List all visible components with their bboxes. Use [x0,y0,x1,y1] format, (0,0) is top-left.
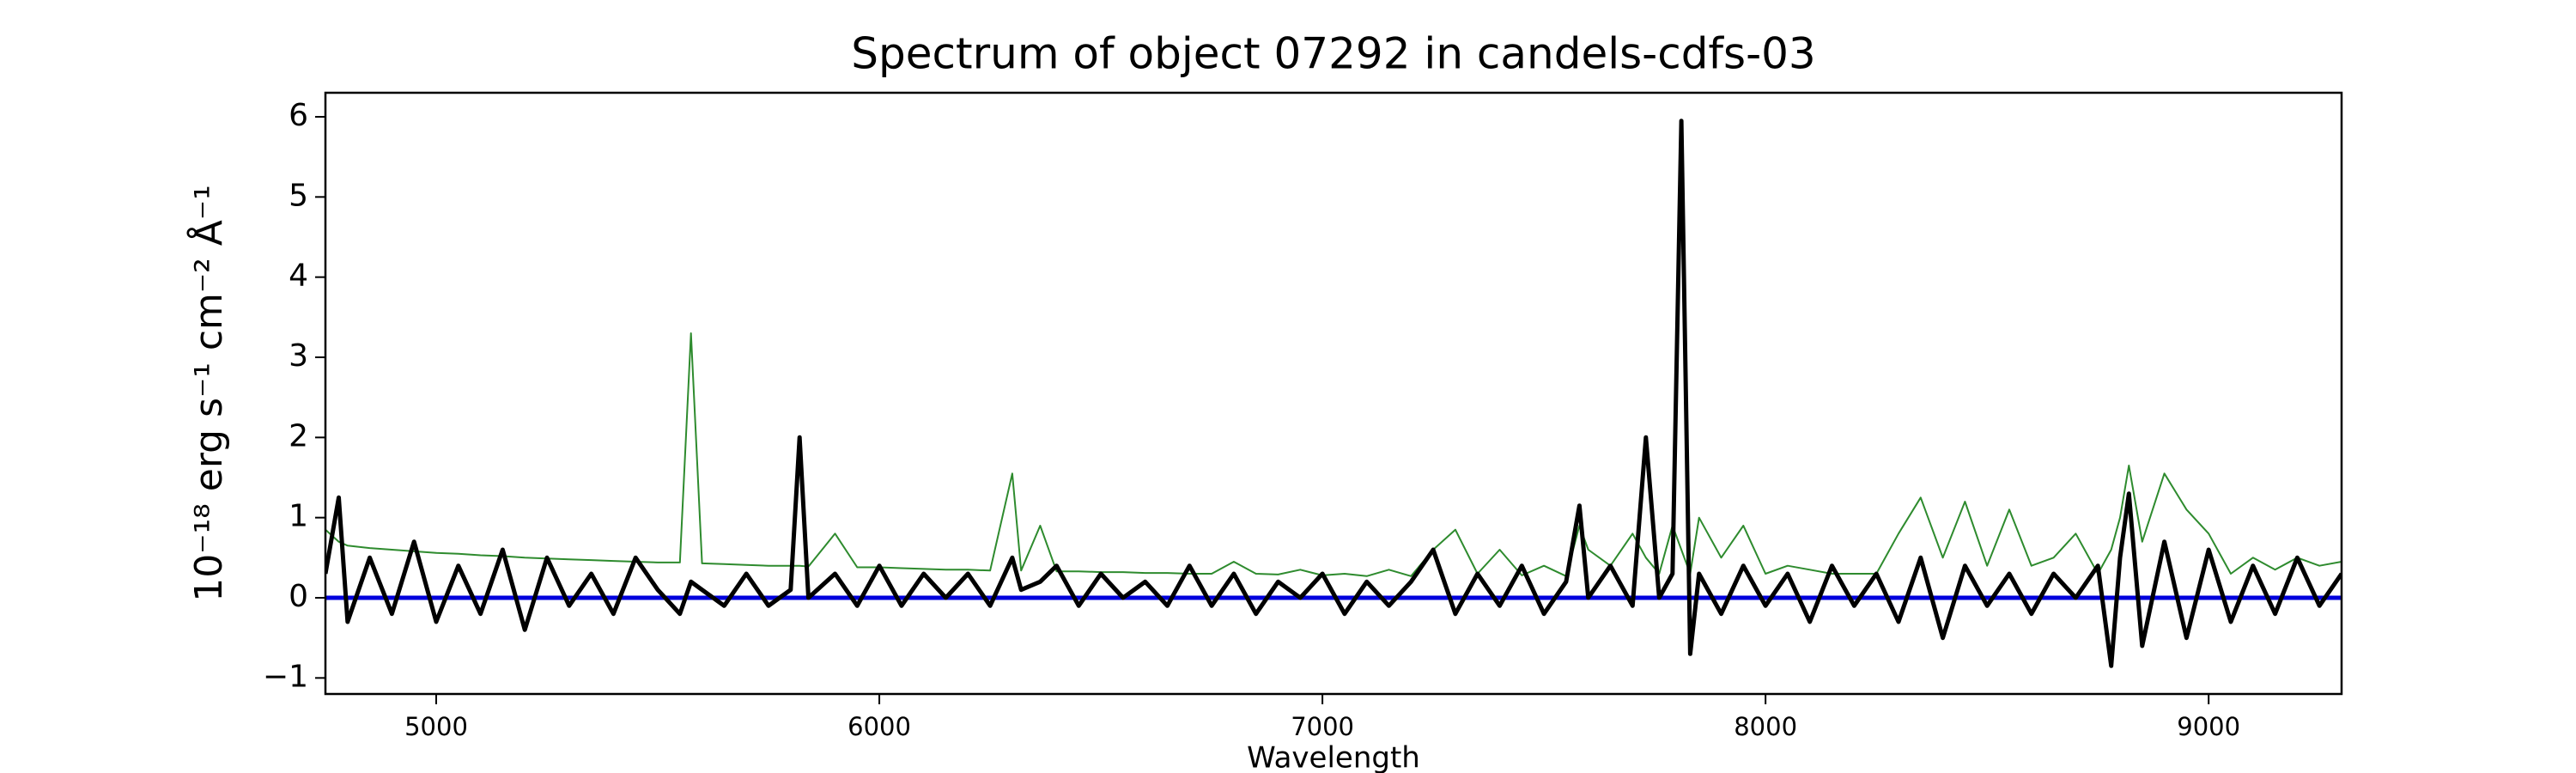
x-tick-label: 6000 [848,712,911,741]
y-tick-label: 2 [289,418,308,453]
y-tick-label: 4 [289,259,308,294]
spectrum-line [325,332,2342,577]
chart-title: Spectrum of object 07292 in candels-cdfs… [851,29,1816,79]
x-axis-label: Wavelength [1247,741,1420,773]
x-tick-label: 7000 [1291,712,1354,741]
plot-frame [324,91,2343,696]
spectrum-line [325,119,2342,668]
y-tick-label: 5 [289,178,308,213]
y-tick-label: 0 [289,579,308,614]
x-tick-label: 8000 [1734,712,1797,741]
x-tick-label: 5000 [404,712,468,741]
y-tick-label: 1 [289,499,308,534]
x-tick-label: 9000 [2177,712,2240,741]
y-axis-label: 10⁻¹⁸ erg s⁻¹ cm⁻² Å⁻¹ [185,185,231,601]
y-tick-label: −1 [263,659,308,694]
y-tick-label: 3 [289,338,308,374]
y-tick-label: 6 [289,98,308,133]
